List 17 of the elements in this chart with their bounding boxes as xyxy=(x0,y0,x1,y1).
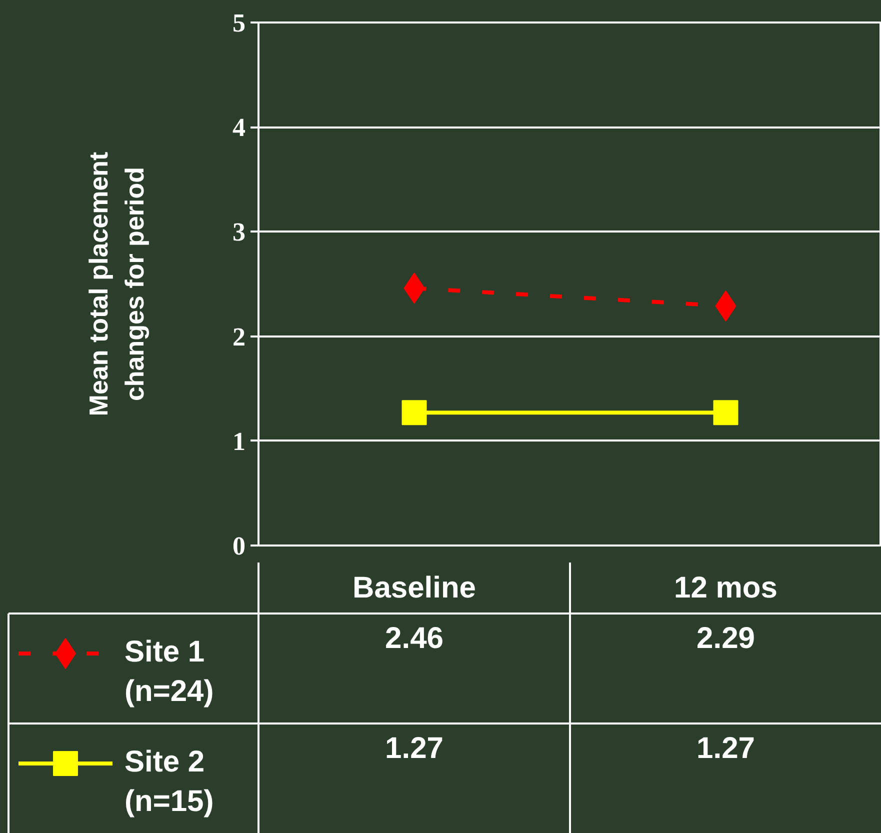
data-label: 1.27 xyxy=(385,732,444,765)
y-tick-label: 3 xyxy=(232,218,246,247)
legend-label: Site 1 (n=24) xyxy=(124,636,214,708)
y-tick-label: 2 xyxy=(232,322,246,352)
y-axis-title: Mean total placement changes for period xyxy=(84,151,150,416)
data-label: 1.27 xyxy=(696,732,755,765)
point xyxy=(713,400,738,426)
data-label: 2.46 xyxy=(385,622,444,655)
y-tick-label: 4 xyxy=(232,113,246,142)
x-tick-label: Baseline xyxy=(352,572,476,604)
legend-label: Site 2 (n=15) xyxy=(124,746,214,818)
data-label: 2.29 xyxy=(696,622,755,655)
y-tick-label: 1 xyxy=(232,426,246,456)
point xyxy=(402,400,427,426)
y-tick-label: 0 xyxy=(232,532,246,560)
x-tick-label: 12 mos xyxy=(674,572,778,604)
y-tick-label: 5 xyxy=(232,8,246,38)
